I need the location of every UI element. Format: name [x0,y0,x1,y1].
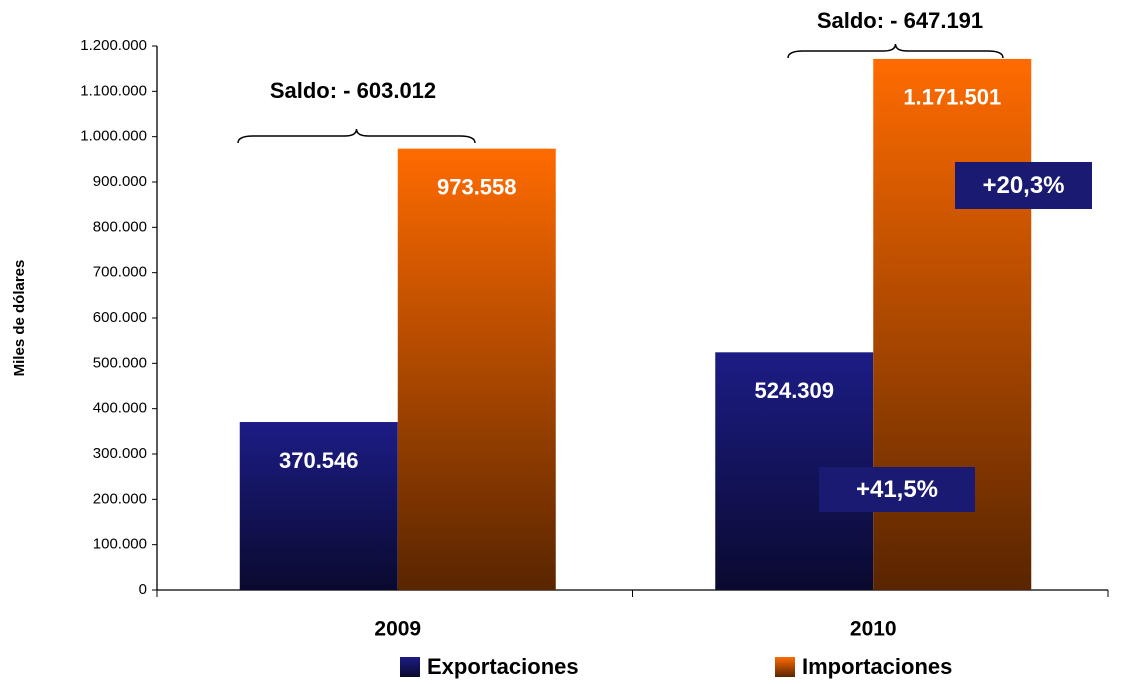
annotation: +20,3% [982,172,1064,199]
value-label: 524.309 [754,378,834,403]
legend-swatch [775,657,795,677]
legend-label: Importaciones [802,654,952,679]
annotation: Saldo: - 603.012 [270,78,436,103]
y-tick-label: 600.000 [93,309,147,326]
y-tick-label: 800.000 [93,218,147,235]
y-tick-label: 300.000 [93,445,147,462]
legend-swatch [400,657,420,677]
annotation-box [819,467,975,512]
brace [787,43,1004,59]
bar [397,148,556,591]
value-label: 370.546 [279,448,359,473]
brace [237,128,476,144]
x-tick-label: 2010 [850,618,897,641]
y-axis-label: Miles de dólares [11,260,28,377]
y-tick-label: 1.200.000 [80,37,147,54]
y-tick-label: 1.100.000 [80,82,147,99]
annotation: Saldo: - 647.191 [817,8,983,33]
bar [239,422,398,590]
y-tick-label: 400.000 [93,400,147,417]
x-tick-label: 2009 [374,618,421,641]
value-label: 973.558 [437,174,517,199]
annotation-box [955,162,1092,209]
y-tick-label: 900.000 [93,173,147,190]
y-tick-label: 1.000.000 [80,128,147,145]
y-tick-label: 200.000 [93,490,147,507]
y-tick-label: 500.000 [93,354,147,371]
y-tick-label: 0 [139,581,147,598]
legend-label: Exportaciones [427,654,579,679]
annotation: +41,5% [856,476,938,503]
y-tick-label: 100.000 [93,536,147,553]
value-label: 1.171.501 [903,85,1001,110]
y-tick-label: 700.000 [93,264,147,281]
